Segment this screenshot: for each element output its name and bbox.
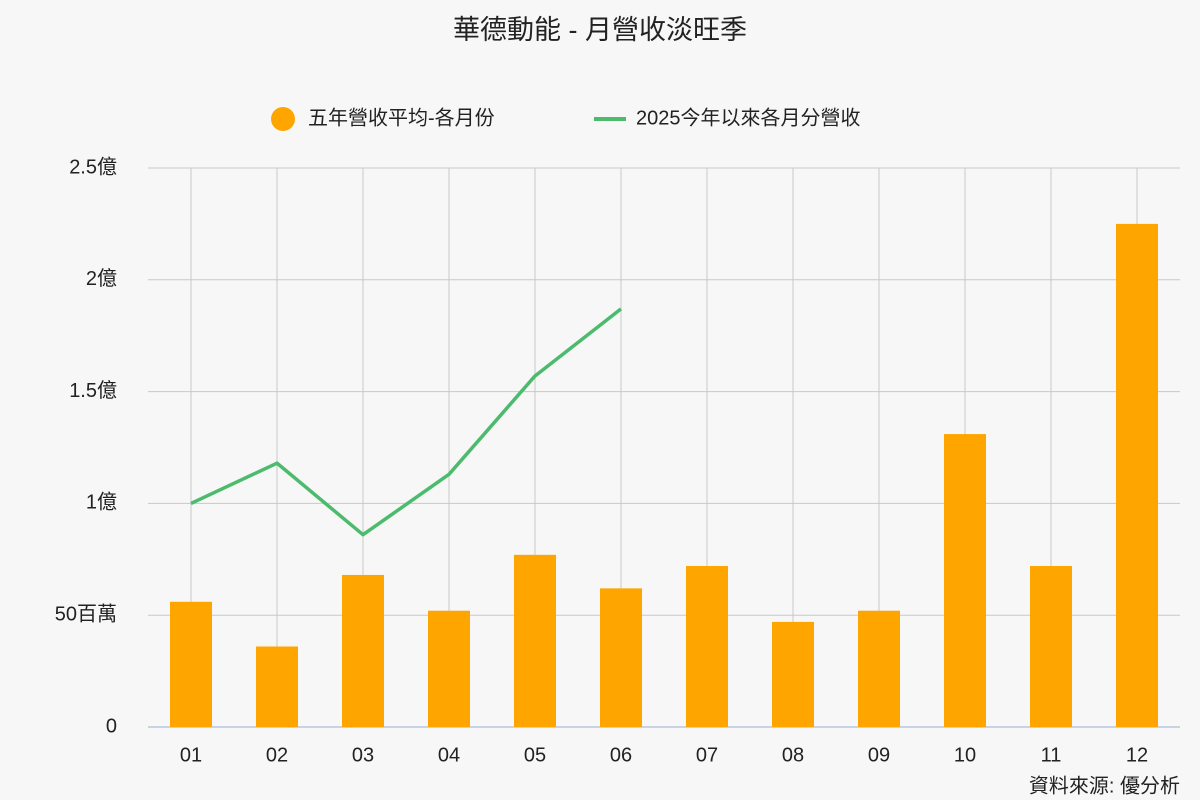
bar — [1030, 566, 1072, 727]
legend-label: 五年營收平均-各月份 — [308, 106, 495, 129]
x-tick-label: 02 — [266, 744, 288, 766]
x-tick-label: 03 — [352, 744, 374, 766]
x-tick-label: 01 — [180, 744, 202, 766]
bar — [600, 588, 642, 727]
x-tick-label: 10 — [954, 744, 976, 766]
bar — [514, 554, 556, 727]
legend-label: 2025今年以來各月分營收 — [636, 106, 861, 129]
bar — [858, 610, 900, 727]
bar — [428, 610, 470, 727]
chart-title: 華德動能 - 月營收淡旺季 — [453, 15, 747, 45]
y-tick-label: 1.5億 — [69, 379, 117, 402]
legend-marker — [271, 107, 295, 131]
x-tick-label: 05 — [524, 744, 546, 766]
bar — [342, 574, 384, 727]
x-tick-label: 07 — [696, 744, 718, 766]
bar — [1116, 223, 1158, 727]
x-tick-label: 04 — [438, 744, 460, 766]
x-tick-label: 06 — [610, 744, 632, 766]
bar — [944, 434, 986, 727]
y-tick-label: 1億 — [86, 491, 117, 514]
y-tick-label: 2億 — [86, 267, 117, 290]
bar — [686, 566, 728, 727]
bar — [256, 646, 298, 727]
source: 資料來源: 優分析 — [1029, 774, 1180, 797]
bar — [170, 601, 212, 727]
line — [190, 307, 623, 537]
y-tick-label: 50百萬 — [55, 602, 117, 625]
x-tick-label: 08 — [782, 744, 804, 766]
y-tick-label: 0 — [106, 715, 117, 737]
bar — [772, 621, 814, 727]
y-tick-label: 2.5億 — [69, 155, 117, 178]
x-tick-label: 12 — [1126, 744, 1148, 766]
x-tick-label: 11 — [1041, 744, 1062, 766]
x-tick-label: 09 — [868, 744, 890, 766]
